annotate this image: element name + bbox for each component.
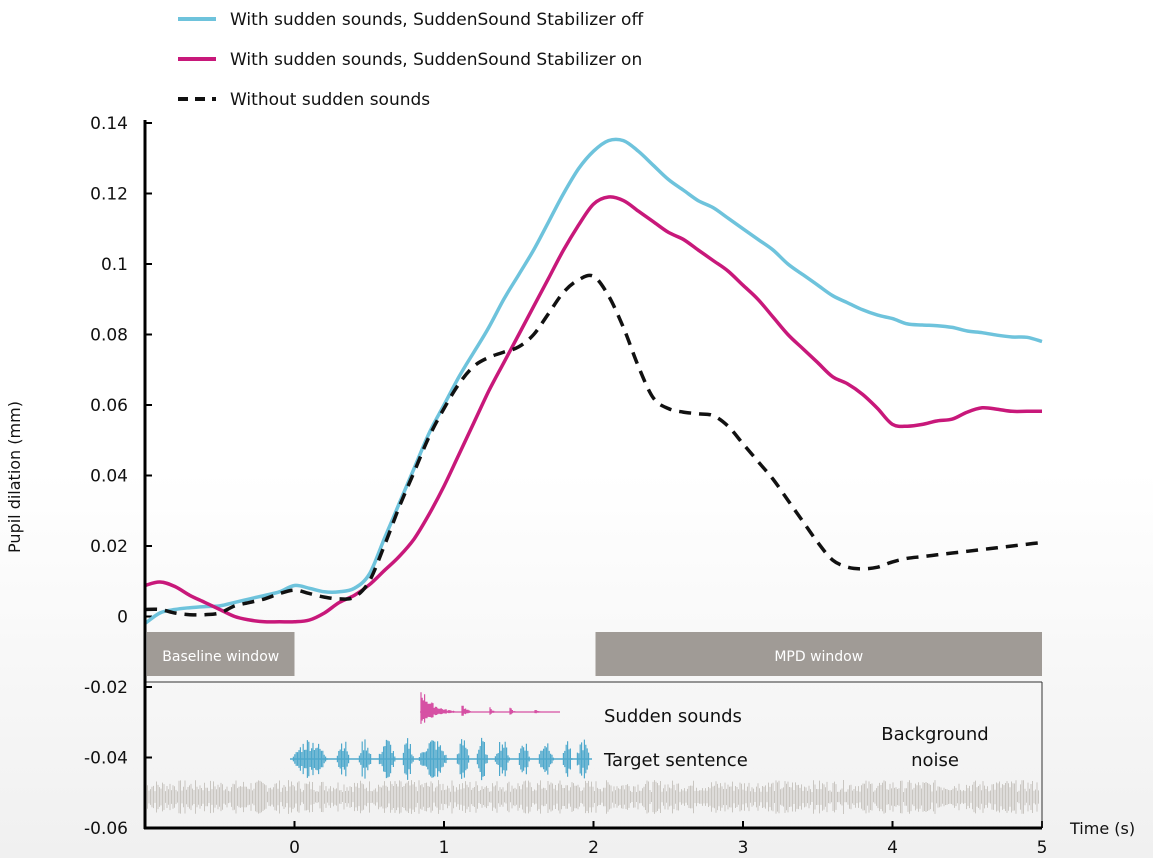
y-tick-label: 0.02 bbox=[90, 537, 128, 557]
x-tick-label: 0 bbox=[289, 838, 300, 858]
analysis-window-label: MPD window bbox=[774, 649, 863, 665]
y-tick-label: 0.14 bbox=[90, 114, 128, 134]
target-sentence-label: Target sentence bbox=[603, 750, 748, 771]
legend-item-on: With sudden sounds, SuddenSound Stabiliz… bbox=[178, 50, 642, 70]
x-tick-label: 3 bbox=[738, 838, 749, 858]
background-noise-label-line1: Background bbox=[881, 724, 988, 745]
y-axis-title: Pupil dilation (mm) bbox=[5, 401, 24, 553]
y-tick-label: -0.04 bbox=[84, 749, 128, 769]
background-noise-label-line2: noise bbox=[911, 750, 959, 771]
y-tick-label: -0.06 bbox=[84, 819, 128, 839]
legend-item-without: Without sudden sounds bbox=[178, 90, 430, 110]
y-tick-label: 0.12 bbox=[90, 185, 128, 205]
audio-panel: Sudden sounds Target sentence Background… bbox=[145, 681, 1043, 828]
data-series bbox=[143, 137, 1043, 625]
legend-label-on: With sudden sounds, SuddenSound Stabiliz… bbox=[230, 50, 642, 70]
sudden-sounds-label: Sudden sounds bbox=[604, 706, 742, 727]
analysis-window-bar bbox=[147, 632, 295, 676]
analysis-window-bar bbox=[595, 632, 1042, 676]
x-tick-label: 1 bbox=[439, 838, 450, 858]
analysis-window-label: Baseline window bbox=[162, 649, 279, 665]
sudden-sounds-waveform bbox=[420, 692, 546, 724]
y-tick-label: -0.02 bbox=[84, 678, 128, 698]
x-tick-label: 4 bbox=[887, 838, 898, 858]
y-tick-label: 0.04 bbox=[90, 467, 128, 487]
y-ticks: 0.14 0.12 0.1 0.08 0.06 0.04 0.02 0 -0.02 -0.04 -0… bbox=[84, 114, 152, 839]
y-tick-label: 0.1 bbox=[101, 255, 128, 275]
series-line-stabilizer-off bbox=[143, 137, 1043, 625]
x-tick-label: 5 bbox=[1037, 838, 1048, 858]
legend-label-off: With sudden sounds, SuddenSound Stabiliz… bbox=[230, 10, 644, 30]
series-line-without-sudden-sounds bbox=[144, 273, 1043, 617]
x-axis-title: Time (s) bbox=[1069, 819, 1135, 838]
series-line-stabilizer-on bbox=[144, 195, 1042, 624]
legend-label-without: Without sudden sounds bbox=[230, 90, 430, 110]
y-tick-label: 0.08 bbox=[90, 326, 128, 346]
x-tick-label: 2 bbox=[588, 838, 599, 858]
analysis-windows: Baseline window MPD window bbox=[147, 632, 1042, 676]
y-tick-label: 0 bbox=[117, 608, 128, 628]
background-noise-waveform bbox=[145, 780, 1039, 814]
x-ticks: 0 1 2 3 4 5 bbox=[289, 821, 1047, 858]
legend-item-off: With sudden sounds, SuddenSound Stabiliz… bbox=[178, 10, 644, 30]
y-tick-label: 0.06 bbox=[90, 396, 128, 416]
legend: With sudden sounds, SuddenSound Stabiliz… bbox=[178, 10, 644, 110]
